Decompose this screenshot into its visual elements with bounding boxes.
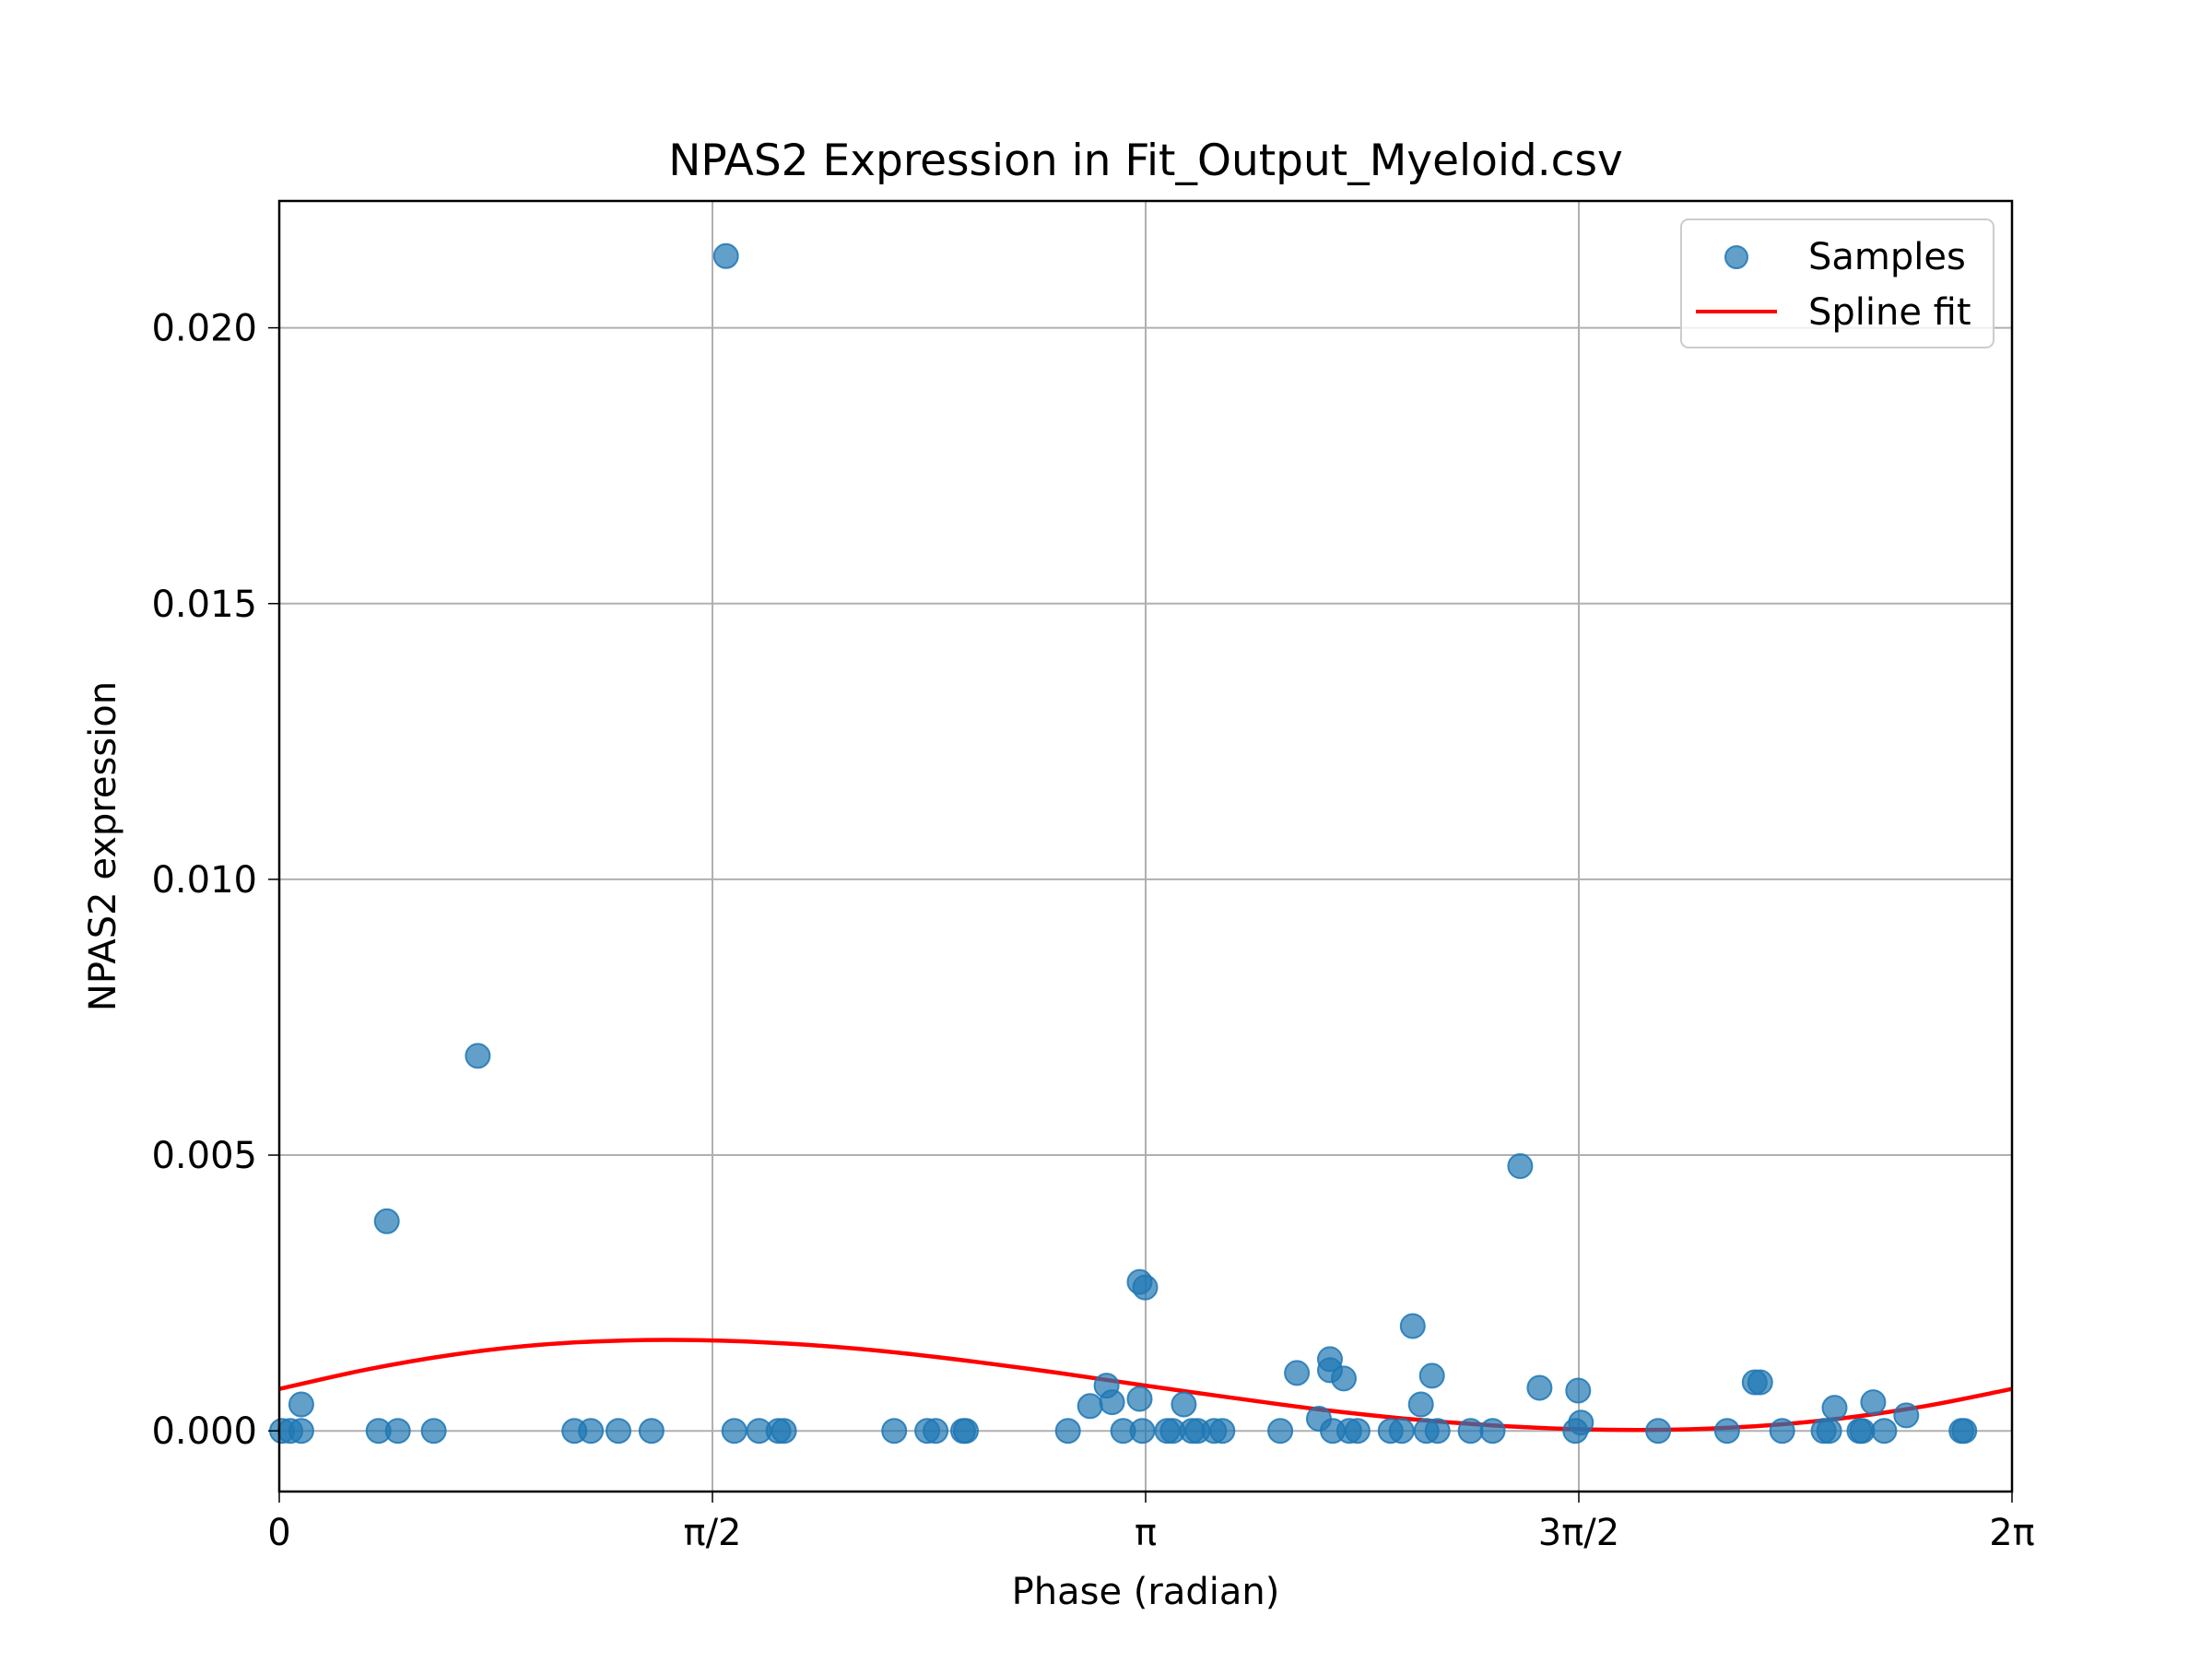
sample-point	[1713, 1418, 1740, 1445]
sample-point	[1479, 1418, 1506, 1445]
sample-point	[1526, 1374, 1553, 1401]
x-axis-label: Phase (radian)	[1012, 1571, 1280, 1613]
x-tick-label: π	[1135, 1512, 1157, 1554]
sample-point	[1747, 1369, 1773, 1396]
x-tick-label: 3π/2	[1538, 1512, 1619, 1554]
x-tick-label: 2π	[1989, 1512, 2035, 1554]
x-tick-label: π/2	[683, 1512, 741, 1554]
sample-point	[712, 242, 739, 269]
sample-point	[1399, 1313, 1426, 1339]
sample-point	[1849, 1418, 1876, 1445]
sample-point	[1871, 1418, 1898, 1445]
sample-point	[1132, 1274, 1159, 1301]
sample-point	[1769, 1418, 1795, 1445]
sample-point	[465, 1043, 491, 1069]
sample-point	[1645, 1418, 1672, 1445]
legend-samples-label: Samples	[1808, 236, 1966, 278]
sample-point	[1407, 1391, 1434, 1418]
sample-point	[1424, 1418, 1451, 1445]
sample-point	[638, 1418, 665, 1445]
y-tick-label: 0.015	[151, 584, 257, 626]
sample-point	[1821, 1395, 1848, 1421]
y-tick-label: 0.000	[151, 1410, 257, 1453]
sample-point	[578, 1418, 605, 1445]
legend: Samples Spline fit	[1680, 218, 1994, 348]
sample-point	[288, 1418, 314, 1445]
sample-point	[771, 1418, 797, 1445]
sample-point	[373, 1208, 400, 1234]
sample-point	[1893, 1402, 1920, 1429]
sample-point	[1457, 1418, 1484, 1445]
sample-point	[1077, 1393, 1103, 1420]
sample-point	[1126, 1386, 1153, 1412]
sample-point	[923, 1418, 949, 1445]
sample-point	[1388, 1418, 1415, 1445]
sample-point	[881, 1418, 908, 1445]
sample-point	[1284, 1360, 1311, 1386]
legend-samples-marker	[1724, 245, 1748, 269]
legend-box	[1680, 218, 1994, 348]
sample-point	[1951, 1418, 1978, 1445]
legend-spline-label: Spline fit	[1808, 291, 1971, 334]
x-tick-label: 0	[267, 1512, 290, 1554]
sample-point	[1507, 1153, 1534, 1179]
sample-point	[288, 1391, 314, 1418]
sample-point	[1099, 1389, 1125, 1416]
y-tick-label: 0.020	[151, 308, 257, 350]
sample-point	[1565, 1377, 1592, 1404]
sample-point	[1331, 1365, 1357, 1392]
sample-point	[420, 1418, 447, 1445]
sample-point	[1418, 1362, 1445, 1389]
sample-point	[1267, 1418, 1294, 1445]
y-tick-label: 0.010	[151, 859, 257, 902]
sample-point	[1171, 1391, 1197, 1418]
chart-title: NPAS2 Expression in Fit_Output_Myeloid.c…	[668, 136, 1623, 186]
sample-point	[606, 1418, 631, 1445]
sample-point	[953, 1418, 979, 1445]
sample-point	[1568, 1409, 1594, 1436]
sample-point	[721, 1418, 747, 1445]
sample-point	[1860, 1389, 1887, 1416]
samples-layer	[269, 242, 1978, 1445]
sample-point	[384, 1418, 411, 1445]
y-axis-label: NPAS2 expression	[82, 681, 124, 1011]
sample-point	[1209, 1418, 1236, 1445]
axis-ticks: 0 π/2 π 3π/2 2π 0.000 0.005 0.010 0.015 0.020	[151, 308, 2034, 1554]
sample-point	[1816, 1418, 1842, 1445]
sample-point	[1129, 1418, 1156, 1445]
sample-point	[1054, 1418, 1081, 1445]
sample-point	[1344, 1418, 1371, 1445]
y-tick-label: 0.005	[151, 1135, 257, 1177]
